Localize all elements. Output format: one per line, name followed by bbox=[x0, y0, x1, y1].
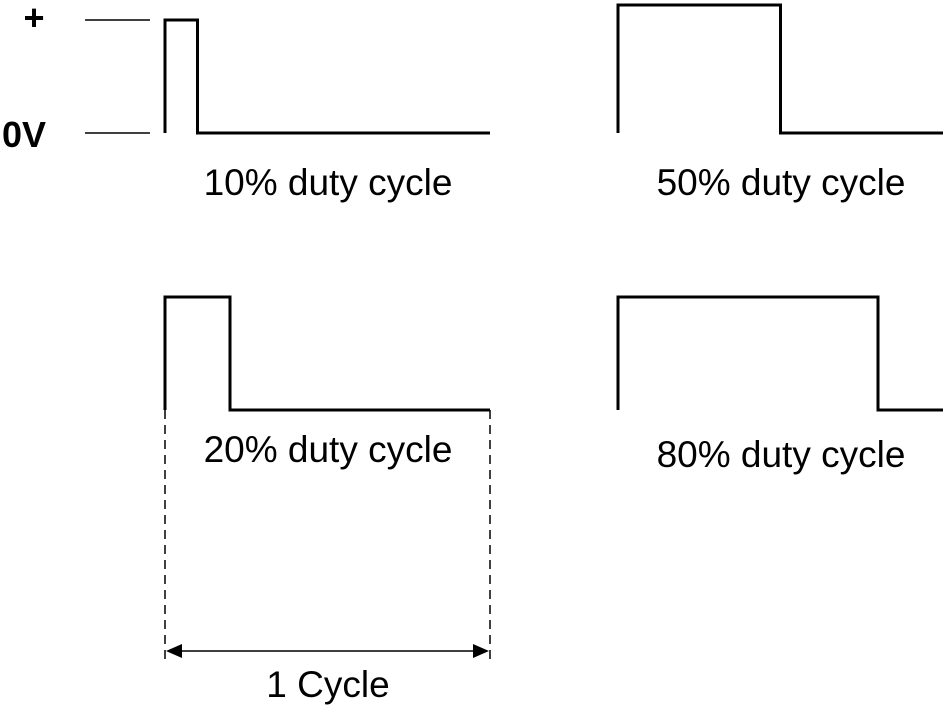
waveform-20-percent-caption: 20% duty cycle bbox=[204, 429, 453, 470]
plus-voltage-label: + bbox=[23, 0, 44, 38]
cycle-label: 1 Cycle bbox=[266, 664, 389, 705]
waveform-80-percent-caption: 80% duty cycle bbox=[657, 434, 906, 475]
waveform-10-percent-caption: 10% duty cycle bbox=[204, 162, 453, 203]
waveform-50-percent-caption: 50% duty cycle bbox=[657, 162, 906, 203]
zero-volt-label: 0V bbox=[2, 114, 46, 155]
cycle-arrow-right-head bbox=[473, 644, 489, 658]
cycle-arrow-left-head bbox=[166, 644, 182, 658]
waveform-50-percent bbox=[616, 3, 943, 135]
waveform-10-percent bbox=[163, 18, 490, 135]
waveform-80-percent bbox=[616, 295, 943, 412]
waveform-20-percent bbox=[163, 295, 490, 412]
